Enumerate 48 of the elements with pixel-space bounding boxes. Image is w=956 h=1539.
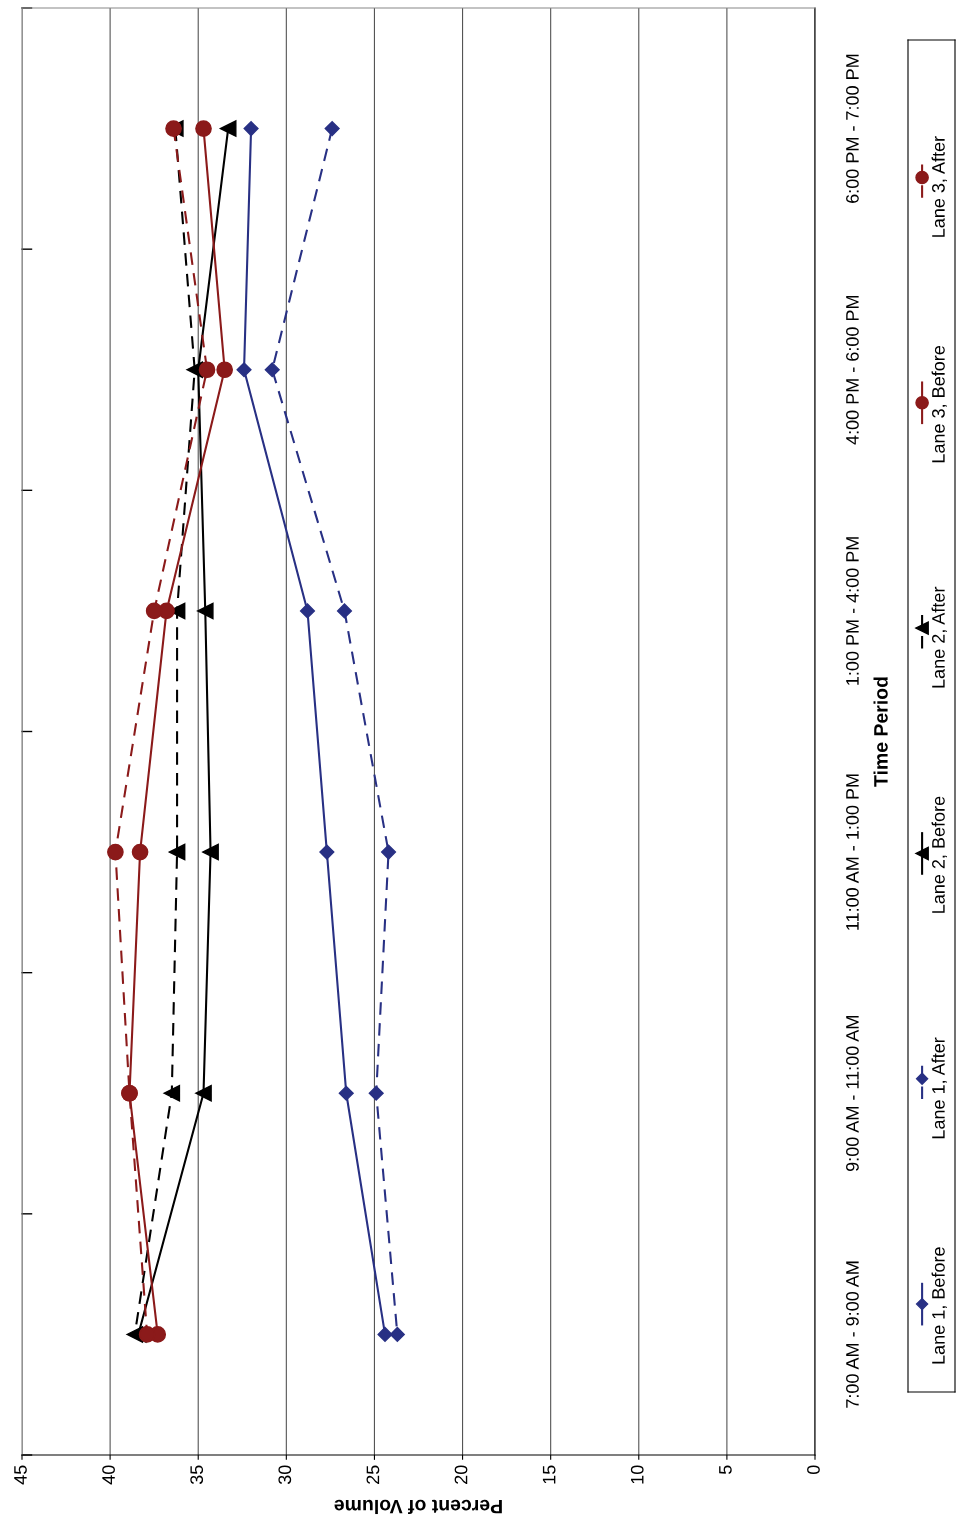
y-tick-label: 11:00 AM - 1:00 PM <box>846 774 859 930</box>
x-tick-label: 15 <box>542 1465 556 1484</box>
point <box>380 844 397 860</box>
point <box>219 120 237 137</box>
legend-label: Lane 1, After <box>931 1037 947 1139</box>
legend-label: Lane 1, Before <box>931 1247 947 1364</box>
point <box>196 602 214 620</box>
y-axis-title: Time Period <box>873 677 888 787</box>
point <box>338 1085 354 1101</box>
point <box>389 1326 405 1342</box>
x-tick-label: 40 <box>102 1465 115 1485</box>
point <box>131 843 149 861</box>
point <box>198 361 216 379</box>
x-tick-label: 10 <box>630 1465 644 1484</box>
x-tick-label: 35 <box>190 1465 204 1485</box>
x-tick-label: 45 <box>14 1465 27 1485</box>
legend-label: Lane 3, After <box>931 136 947 237</box>
point <box>236 362 252 378</box>
point <box>195 120 212 137</box>
x-axis-title: Percent of Volume <box>334 1499 502 1515</box>
point <box>299 603 316 619</box>
legend-label: Lane 2, Before <box>931 796 947 913</box>
y-tick-label: 7:00 AM - 9:00 AM <box>846 1261 859 1408</box>
x-tick-label: 30 <box>278 1465 292 1485</box>
y-tick-label: 4:00 PM - 6:00 PM <box>846 295 859 445</box>
y-tick-label: 1:00 PM - 4:00 PM <box>846 537 859 685</box>
point <box>107 843 124 861</box>
legend-label: Lane 3, Before <box>931 345 947 463</box>
point <box>163 1084 181 1102</box>
point <box>202 843 219 861</box>
y-tick-label: 6:00 PM - 7:00 PM <box>846 54 859 203</box>
point <box>377 1326 393 1342</box>
x-tick-label: 0 <box>807 1465 820 1475</box>
point <box>264 362 280 378</box>
point <box>243 121 259 137</box>
legend-label: Lane 2, After <box>931 586 947 688</box>
point <box>145 602 163 620</box>
x-tick-label: 25 <box>366 1465 380 1484</box>
point <box>336 603 353 619</box>
point <box>319 844 335 860</box>
x-tick-label: 5 <box>719 1465 732 1475</box>
point <box>195 1084 212 1102</box>
point <box>368 1085 384 1101</box>
x-tick-label: 20 <box>454 1465 468 1484</box>
point <box>324 121 340 137</box>
y-tick-label: 9:00 AM - 11:00 AM <box>846 1016 859 1172</box>
point <box>216 361 233 379</box>
point <box>168 843 186 861</box>
